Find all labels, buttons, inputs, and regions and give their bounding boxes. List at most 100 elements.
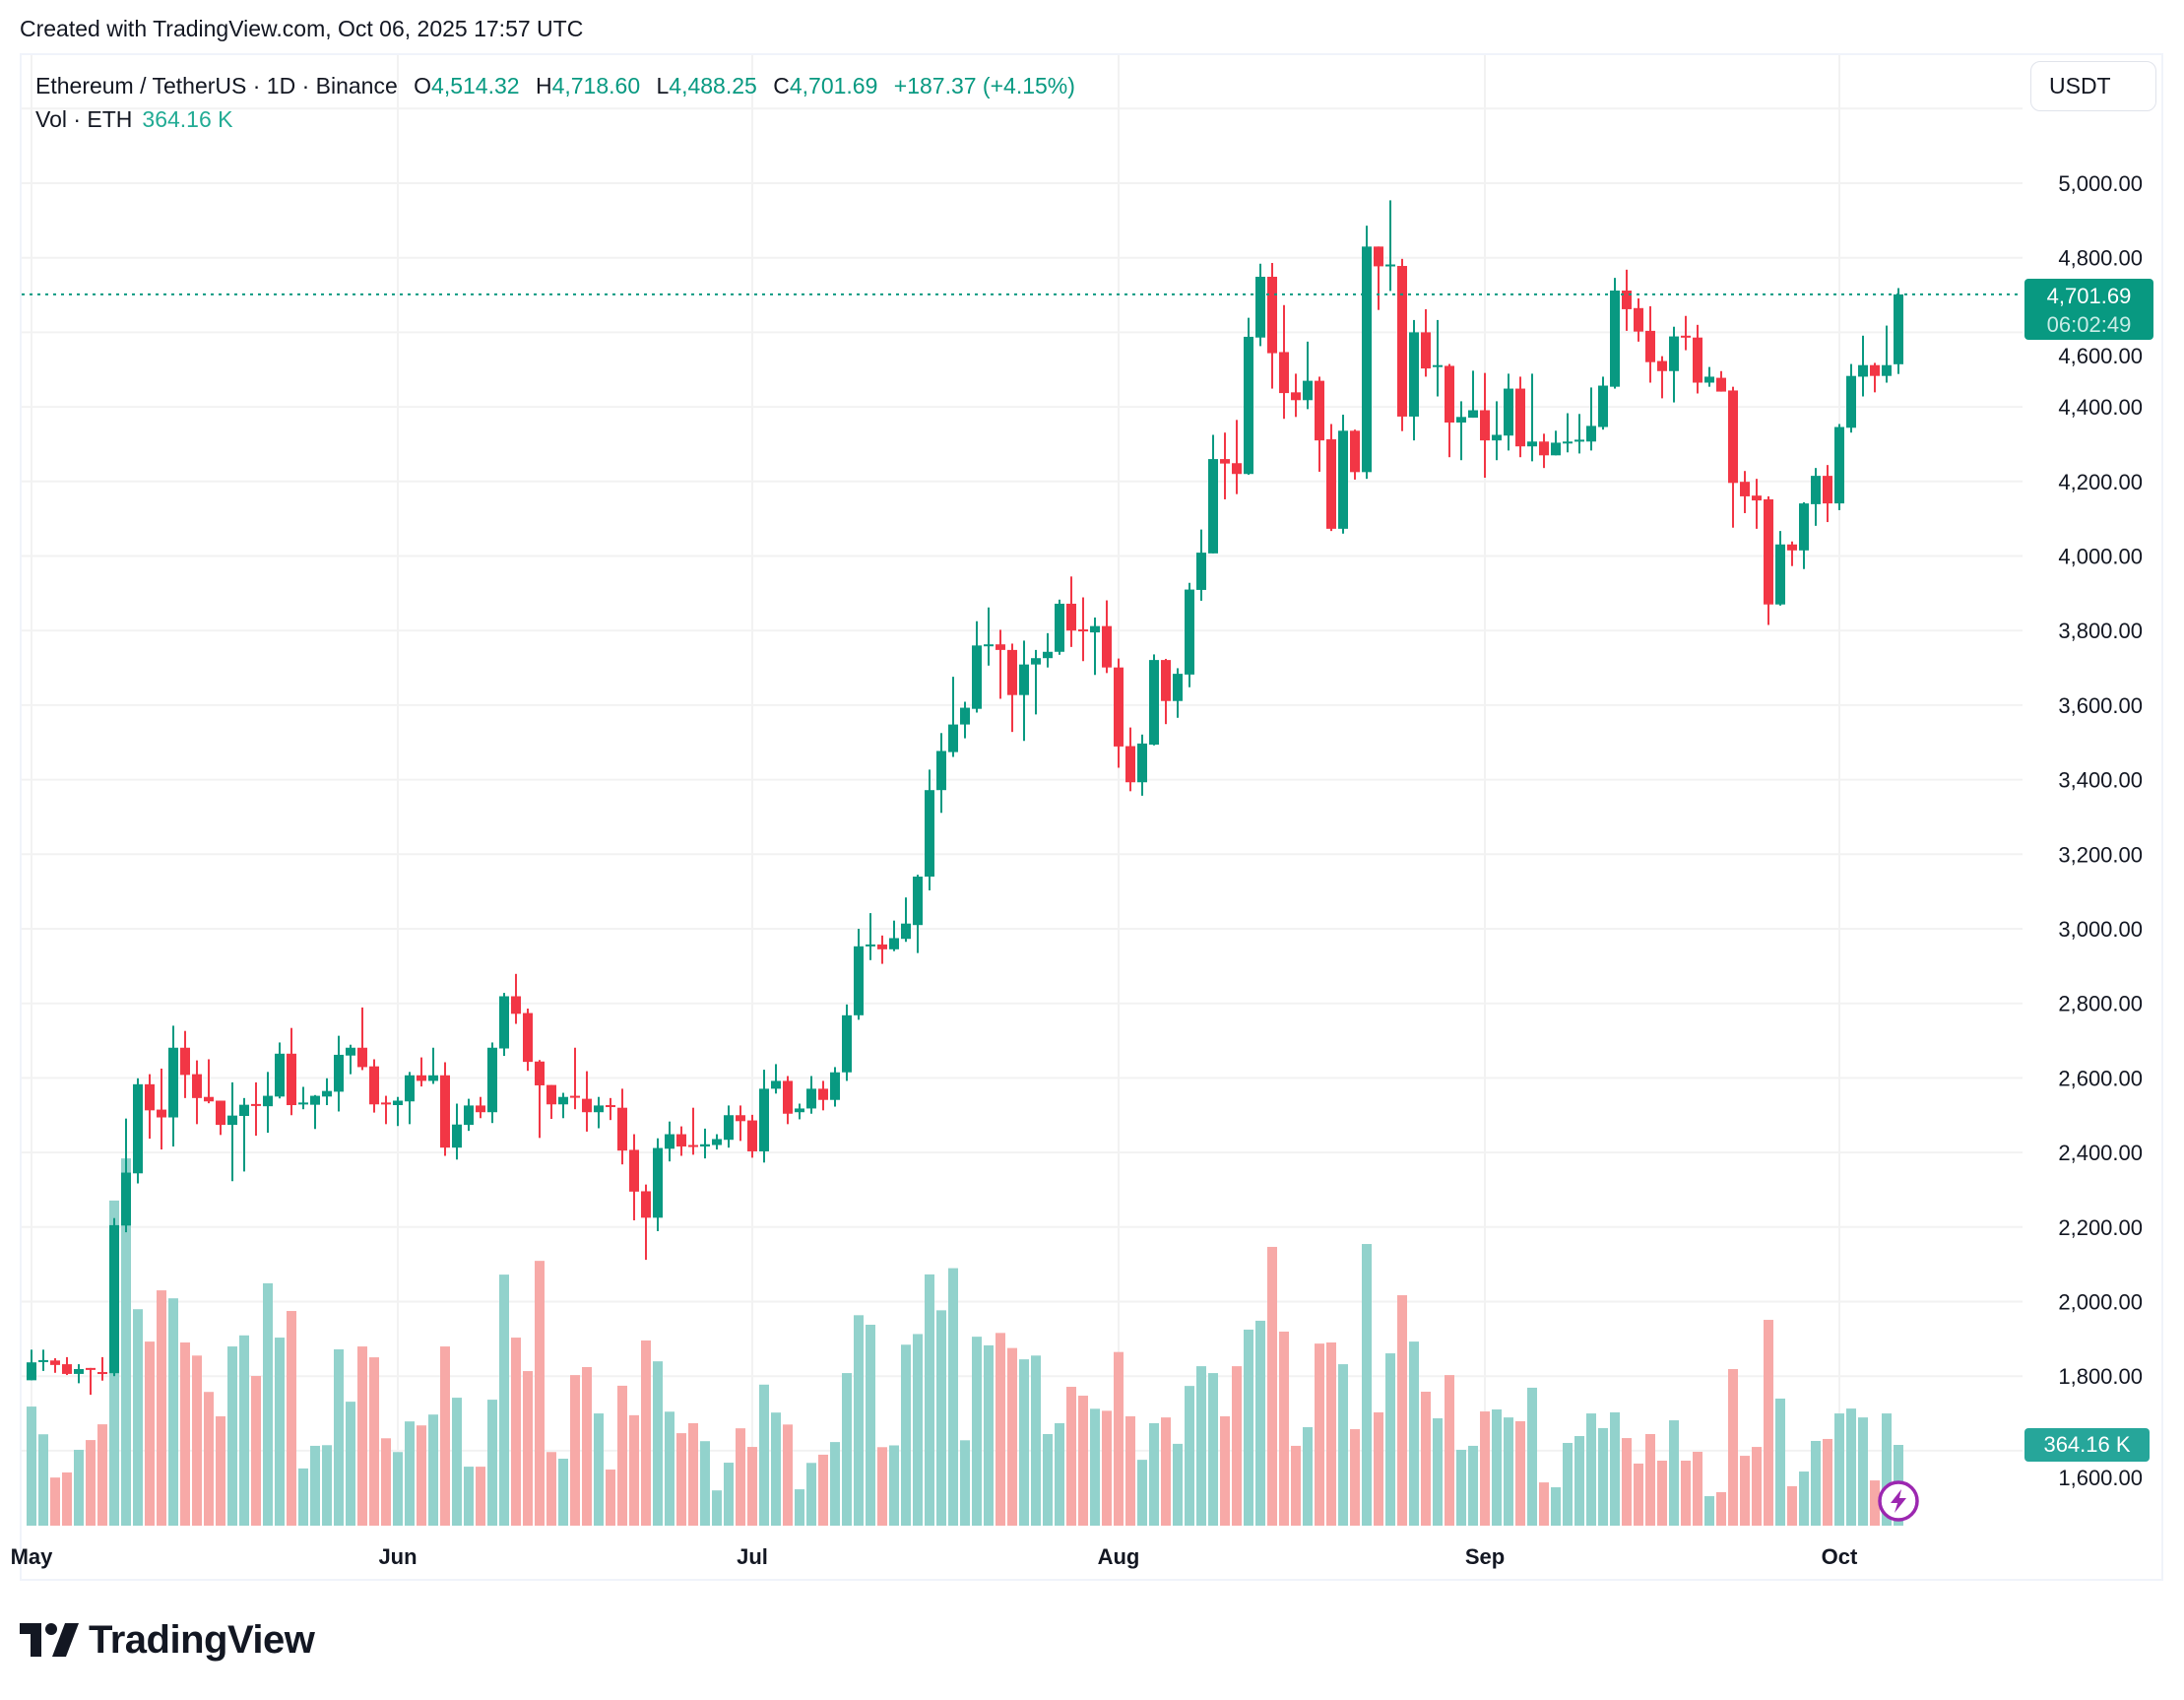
volume-bar (251, 1376, 261, 1526)
candle-body (133, 1083, 143, 1174)
candle-wick (361, 1007, 363, 1071)
candle (145, 1074, 155, 1140)
volume-bar (275, 1338, 285, 1526)
candle (1255, 263, 1265, 347)
candle-body (1645, 330, 1655, 362)
volume-bar (617, 1385, 627, 1526)
candle (736, 1105, 745, 1142)
candle (1125, 727, 1135, 792)
candle-body (1066, 603, 1076, 631)
candle (381, 1095, 391, 1125)
chart-pane[interactable] (20, 53, 2163, 1581)
candle-body (97, 1372, 107, 1375)
volume-bar (1362, 1244, 1372, 1526)
footer-logo[interactable]: TradingView (20, 1615, 315, 1665)
candle (38, 1349, 48, 1371)
volume-bar (86, 1440, 96, 1526)
candle-body (1090, 625, 1100, 633)
volume-bar (830, 1442, 840, 1526)
candle-body (511, 996, 521, 1014)
candle-body (795, 1108, 804, 1113)
candle-body (1137, 743, 1147, 783)
candle (1196, 529, 1206, 601)
candle (1480, 372, 1490, 479)
volume-bar (1456, 1449, 1466, 1526)
candle-body (688, 1144, 698, 1147)
candle-body (736, 1115, 745, 1122)
candle (1137, 734, 1147, 796)
volume-bar (1563, 1443, 1573, 1526)
volume-bar (1622, 1438, 1632, 1526)
candle-wick (775, 1064, 777, 1094)
created-with-caption: Created with TradingView.com, Oct 06, 20… (20, 16, 584, 41)
volume-bar (936, 1310, 946, 1526)
volume-bar (700, 1441, 710, 1526)
candle-wick (1685, 315, 1687, 351)
candle-body (1409, 332, 1419, 417)
price-tick-label: 4,800.00 (2058, 246, 2143, 271)
candle (1657, 356, 1667, 399)
volume-bar (1539, 1482, 1549, 1526)
candle (1752, 479, 1762, 529)
candle-body (1846, 375, 1856, 428)
candle-wick (1389, 200, 1391, 292)
candle (996, 629, 1005, 699)
candle (830, 1067, 840, 1107)
candle-body (1882, 364, 1892, 376)
candle-body (1043, 651, 1053, 659)
candle-wick (432, 1047, 434, 1084)
candle-body (523, 1013, 533, 1063)
candle (27, 1349, 36, 1381)
candle (97, 1356, 107, 1381)
lightning-bolt-icon[interactable] (1877, 1479, 1920, 1523)
volume-bar (204, 1392, 214, 1526)
candle-wick (1378, 246, 1380, 310)
candle (759, 1070, 769, 1163)
volume-title[interactable]: Vol · ETH (35, 106, 133, 132)
volume-bar (1350, 1429, 1360, 1526)
candle-body (310, 1095, 320, 1105)
last-volume-label: 364.16 K (2024, 1428, 2150, 1462)
candle-body (830, 1072, 840, 1100)
volume-bar (771, 1412, 781, 1526)
candle-body (913, 877, 923, 926)
currency-button[interactable]: USDT (2030, 61, 2156, 111)
candle (700, 1128, 710, 1159)
time-tick-label: Jun (378, 1544, 417, 1569)
candle-body (1244, 336, 1253, 475)
candle (1693, 324, 1702, 394)
volume-bar (1586, 1413, 1596, 1526)
volume-bar (1279, 1331, 1289, 1526)
volume-bar (381, 1438, 391, 1526)
candle-wick (1661, 356, 1663, 399)
candle-body (192, 1074, 202, 1098)
candle-body (417, 1075, 426, 1081)
volume-value: 364.16 K (142, 106, 233, 132)
volume-bar (1657, 1461, 1667, 1526)
candle-body (1362, 246, 1372, 473)
candle-wick (101, 1356, 103, 1381)
volume-bar (570, 1375, 580, 1526)
candle-body (1551, 442, 1561, 456)
volume-bar (27, 1406, 36, 1526)
candle-body (1315, 380, 1324, 441)
volume-bar (227, 1346, 237, 1526)
volume-bar (1433, 1418, 1443, 1526)
candle-body (783, 1080, 793, 1114)
volume-bar (1480, 1411, 1490, 1526)
candle-wick (1224, 432, 1226, 499)
candle-body (1610, 291, 1620, 387)
volume-bar (1374, 1411, 1383, 1526)
candle-wick (1460, 401, 1462, 461)
candle-wick (1578, 414, 1580, 454)
volume-bar (511, 1338, 521, 1526)
candle (334, 1035, 344, 1112)
symbol-title[interactable]: Ethereum / TetherUS · 1D · Binance (35, 73, 398, 98)
candle-body (1704, 376, 1714, 383)
candle-wick (302, 1086, 304, 1110)
legend: Ethereum / TetherUS · 1D · Binance O4,51… (35, 69, 1075, 136)
candle (712, 1134, 722, 1150)
candle-body (1350, 430, 1360, 473)
volume-bar (594, 1413, 604, 1526)
